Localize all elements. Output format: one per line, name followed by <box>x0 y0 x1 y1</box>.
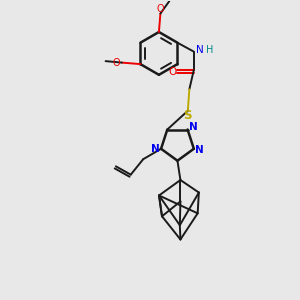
Text: H: H <box>206 45 213 56</box>
Text: N: N <box>195 145 204 155</box>
Text: N: N <box>151 144 160 154</box>
Text: O: O <box>112 58 120 68</box>
Text: N: N <box>189 122 198 131</box>
Text: O: O <box>168 67 176 76</box>
Text: N: N <box>196 45 204 56</box>
Text: S: S <box>184 109 192 122</box>
Text: O: O <box>157 4 164 14</box>
